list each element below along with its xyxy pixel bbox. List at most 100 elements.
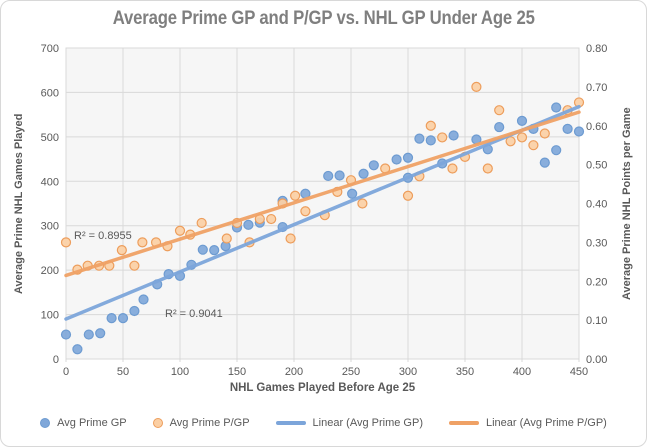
x-axis-title: NHL Games Played Before Age 25: [229, 382, 416, 394]
data-point: [285, 233, 296, 244]
data-point: [425, 120, 436, 131]
data-point: [266, 213, 277, 225]
data-point: [72, 344, 83, 355]
x-tick-label: 250: [342, 366, 360, 378]
y-left-tick-label: 300: [41, 221, 59, 233]
legend-line-marker: [275, 421, 306, 425]
legend-item: Linear (Avg Prime P/GP): [449, 417, 607, 429]
data-point: [391, 154, 402, 165]
legend-item: Avg Prime GP: [40, 417, 127, 429]
data-point: [447, 163, 458, 174]
y-left-tick-label: 700: [41, 43, 59, 55]
x-tick-label: 200: [285, 366, 303, 378]
x-tick-label: 450: [570, 366, 588, 378]
y-left-tick-label: 600: [41, 87, 59, 99]
data-point: [243, 219, 254, 230]
y-right-tick-label: 0.40: [586, 199, 607, 211]
legend-circle-marker: [152, 418, 163, 428]
y-right-axis-title: Average Prime NHL Points per Game: [621, 107, 633, 300]
y-left-tick-label: 500: [41, 132, 59, 144]
data-point: [551, 102, 562, 113]
data-point: [562, 123, 573, 134]
y-left-tick-label: 200: [41, 265, 59, 277]
data-point: [106, 313, 117, 324]
x-tick-label: 50: [117, 366, 129, 378]
y-left-axis-title: Average Prime NHL Games Played: [13, 113, 25, 294]
y-right-tick-label: 0.00: [586, 354, 607, 366]
y-left-tick-label: 100: [41, 310, 59, 322]
data-point: [197, 244, 208, 255]
plot-border: [65, 47, 580, 360]
data-point: [482, 163, 493, 174]
data-point: [528, 140, 539, 151]
legend-circle-marker: [40, 418, 51, 428]
data-point: [358, 168, 369, 179]
data-point: [539, 157, 550, 168]
data-point: [95, 328, 106, 339]
data-point: [174, 225, 186, 236]
data-point: [551, 145, 562, 156]
data-point: [516, 132, 528, 143]
y-right-tick-label: 0.30: [586, 237, 607, 249]
data-point: [494, 105, 505, 116]
data-point: [129, 260, 140, 271]
data-point: [357, 198, 368, 209]
data-point: [60, 237, 72, 248]
y-right-tick-label: 0.80: [586, 43, 607, 55]
data-point: [116, 245, 127, 256]
x-tick-label: 100: [171, 366, 189, 378]
plot-area: [66, 48, 579, 359]
y-right-tick-label: 0.50: [586, 160, 607, 172]
data-point: [425, 135, 436, 146]
y-right-tick-label: 0.60: [586, 121, 607, 133]
data-point: [414, 133, 425, 144]
data-point: [137, 237, 148, 248]
data-point: [347, 188, 358, 199]
series-avg-prime-p-gp: [60, 81, 585, 275]
legend-item: Avg Prime P/GP: [152, 417, 250, 429]
legend-label: Avg Prime GP: [57, 417, 127, 429]
data-point: [290, 190, 301, 201]
data-point: [573, 126, 585, 137]
data-point: [448, 130, 459, 141]
chart-title: Average Prime GP and P/GP vs. NHL GP Und…: [112, 8, 535, 29]
x-tick-label: 350: [456, 366, 474, 378]
y-right-tick-label: 0.20: [586, 276, 607, 288]
data-point: [323, 170, 334, 182]
data-point: [334, 170, 345, 181]
data-point: [437, 132, 448, 143]
y-left-tick-label: 0: [53, 354, 59, 366]
tick-labels: 01002003004005006007000.000.100.200.300.…: [41, 43, 608, 378]
r2-annotation-pgp: R² = 0.8955: [74, 230, 132, 242]
r2-annotation-gp: R² = 0.9041: [165, 308, 223, 320]
data-point: [83, 329, 94, 340]
data-point: [138, 294, 149, 305]
trendline-linear-avg-prime-p-gp-: [64, 110, 581, 278]
data-point: [196, 217, 207, 229]
x-tick-label: 400: [513, 366, 531, 378]
data-point: [300, 206, 311, 217]
data-point: [402, 152, 414, 163]
data-point: [209, 245, 220, 256]
legend-label: Linear (Avg Prime P/GP): [486, 417, 607, 429]
data-point: [129, 305, 140, 317]
data-point: [539, 128, 550, 139]
legend: Avg Prime GP Avg Prime P/GP Linear (Avg Pr…: [1, 417, 646, 429]
data-point: [60, 329, 72, 340]
legend-item: Linear (Avg Prime GP): [275, 417, 423, 429]
data-point: [368, 160, 379, 171]
data-point: [117, 313, 129, 324]
legend-label: Avg Prime P/GP: [169, 417, 250, 429]
data-point: [471, 81, 482, 92]
x-tick-label: 0: [63, 366, 69, 378]
y-right-tick-label: 0.10: [586, 315, 607, 327]
y-right-tick-label: 0.70: [586, 82, 607, 94]
y-left-tick-label: 400: [41, 176, 59, 188]
legend-label: Linear (Avg Prime GP): [312, 417, 423, 429]
legend-line-marker: [449, 421, 479, 425]
data-point: [402, 190, 414, 201]
data-point: [516, 115, 528, 126]
x-tick-label: 150: [228, 366, 246, 378]
